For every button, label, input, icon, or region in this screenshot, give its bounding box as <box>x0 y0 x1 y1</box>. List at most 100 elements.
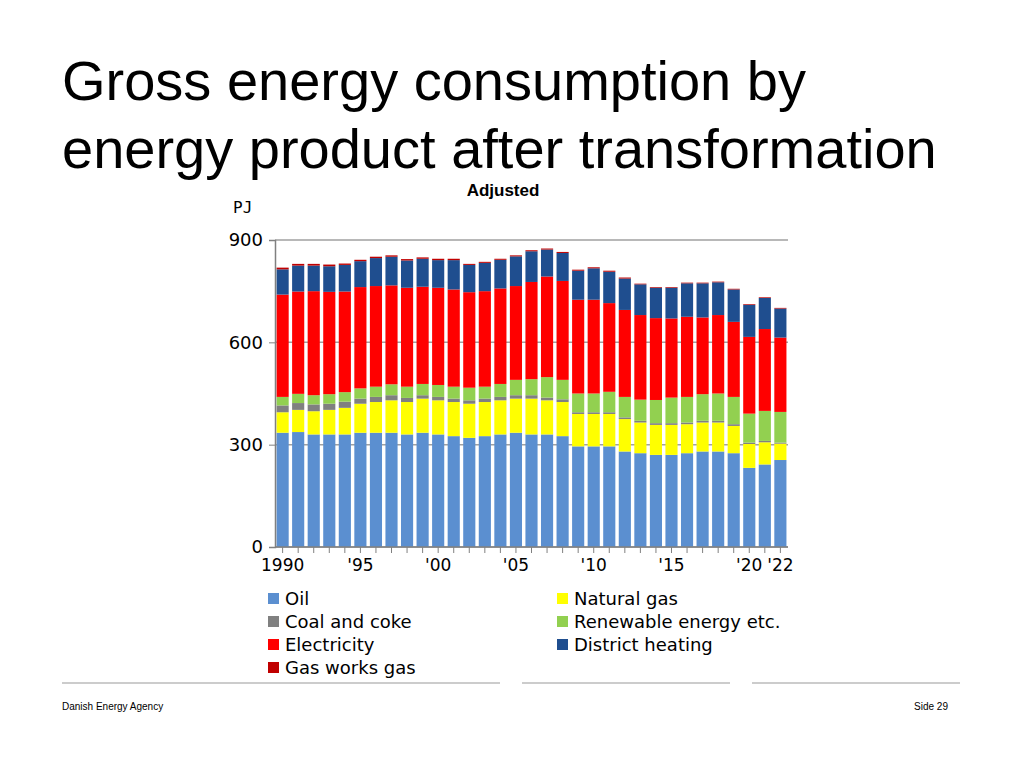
bar-segment <box>728 453 740 547</box>
legend-swatch <box>557 593 568 604</box>
bar-segment <box>308 411 320 434</box>
bar-segment <box>774 444 786 460</box>
bar-segment <box>510 433 522 547</box>
bar-segment <box>385 285 397 384</box>
bar-segment <box>712 422 724 451</box>
bar-segment <box>401 288 413 387</box>
tick-mark <box>269 240 275 241</box>
tick-mark <box>269 342 275 343</box>
bar-segment <box>370 286 382 387</box>
bar-segment <box>743 337 755 414</box>
bar-segment <box>432 385 444 397</box>
tick-mark <box>344 547 345 553</box>
bar-segment <box>728 397 740 424</box>
bar-segment <box>759 297 771 299</box>
bar-segment <box>728 322 740 397</box>
bar-segment <box>634 284 646 315</box>
tick-mark <box>269 547 275 548</box>
tick-mark <box>671 547 672 553</box>
bar-segment <box>743 305 755 337</box>
series <box>277 250 787 338</box>
bar-segment <box>339 292 351 393</box>
tick-label: '10 <box>581 555 607 575</box>
tick-mark <box>578 547 579 553</box>
legend-label: Renewable energy etc. <box>574 611 780 632</box>
bar-segment <box>479 436 491 547</box>
bar-segment <box>588 414 600 446</box>
bar-segment <box>292 394 304 403</box>
footer-source: Danish Energy Agency <box>62 701 163 712</box>
bar-segment <box>572 412 584 414</box>
bar-segment <box>603 303 615 392</box>
tick-mark <box>531 547 532 553</box>
bar-segment <box>510 399 522 433</box>
bar-segment <box>603 392 615 412</box>
bar-segment <box>634 422 646 453</box>
bar-segment <box>681 422 693 424</box>
tick-mark <box>360 547 361 553</box>
tick: 300 <box>229 434 275 455</box>
legend-item: Gas works gas <box>268 657 416 678</box>
footer-rule <box>62 683 500 684</box>
legend-swatch <box>268 639 279 650</box>
tick-mark <box>764 547 765 553</box>
bar-segment <box>463 292 475 388</box>
tick-label: 900 <box>229 229 263 250</box>
bar-segment <box>370 257 382 258</box>
bar-segment <box>510 395 522 398</box>
bar-segment <box>603 446 615 547</box>
tick-mark <box>702 547 703 553</box>
tick-mark <box>375 547 376 553</box>
bar-segment <box>572 446 584 547</box>
bar-segment <box>603 272 615 303</box>
bar-segment <box>557 253 569 281</box>
bar-segment <box>743 468 755 547</box>
bar-segment <box>339 392 351 402</box>
series <box>277 432 787 547</box>
bar-segment <box>697 422 709 451</box>
legend-label: Gas works gas <box>285 657 416 678</box>
bar-segment <box>525 250 537 251</box>
bar-segment <box>323 266 335 292</box>
bar-segment <box>650 425 662 455</box>
bar-segment <box>572 270 584 271</box>
bar-segment <box>354 260 366 261</box>
bar-segment <box>634 400 646 421</box>
bar-segment <box>401 402 413 434</box>
bar-segment <box>339 408 351 435</box>
tick <box>718 547 719 553</box>
bar-segment <box>697 421 709 423</box>
tick-mark <box>469 547 470 553</box>
bar-segment <box>557 402 569 436</box>
bar-segment <box>292 264 304 266</box>
bar-segment <box>448 387 460 399</box>
grid-line <box>275 239 788 241</box>
bar-segment <box>401 434 413 547</box>
bar-segment <box>541 249 553 250</box>
x-axis: 1990'95'00'05'10'15'20'22 <box>261 547 794 575</box>
bar-segment <box>728 426 740 453</box>
bar-segment <box>277 433 289 547</box>
y-axis-label: PJ <box>233 198 252 217</box>
bar-segment <box>557 399 569 402</box>
bar-segment <box>277 268 289 270</box>
bar-segment <box>650 423 662 425</box>
legend-swatch <box>557 616 568 627</box>
chart: AdjustedPJ03006009001990'95'00'05'10'15'… <box>0 0 1024 768</box>
bar-segment <box>463 404 475 438</box>
bar-segment <box>308 434 320 547</box>
bar-segment <box>385 255 397 256</box>
tick: '20 <box>736 547 762 575</box>
bar-segment <box>448 436 460 547</box>
bar-segment <box>339 402 351 408</box>
bar-segment <box>308 291 320 395</box>
bar-segment <box>479 399 491 402</box>
legend-label: Coal and coke <box>285 611 412 632</box>
tick <box>313 547 314 553</box>
bar-segment <box>385 257 397 286</box>
bar-segment <box>588 394 600 413</box>
bar-segment <box>385 400 397 432</box>
bar-segment <box>619 278 631 279</box>
footer-page: Side 29 <box>914 701 948 712</box>
bar-segment <box>697 451 709 547</box>
